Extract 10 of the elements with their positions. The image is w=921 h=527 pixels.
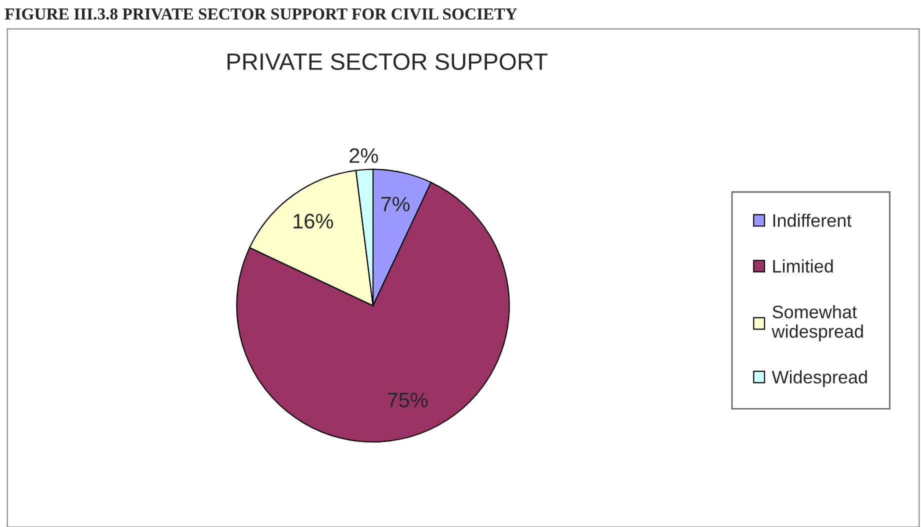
data-label: 7% <box>381 196 410 212</box>
chart-title: PRIVATE SECTOR SUPPORT <box>228 53 548 70</box>
text: FIGURE III.3.8 PRIVATE SECTOR SUPPORT FOR CIVIL SOCIETY <box>4 8 517 20</box>
legend-label: Limitied <box>773 259 833 273</box>
data-label: 16% <box>294 214 334 229</box>
data-label: 2% <box>350 148 378 163</box>
data-label: 75% <box>388 392 428 408</box>
legend-label: Somewhat widespread <box>772 305 863 342</box>
legend-label: Indifferent <box>773 214 852 227</box>
legend-label: Widespread <box>772 370 867 388</box>
